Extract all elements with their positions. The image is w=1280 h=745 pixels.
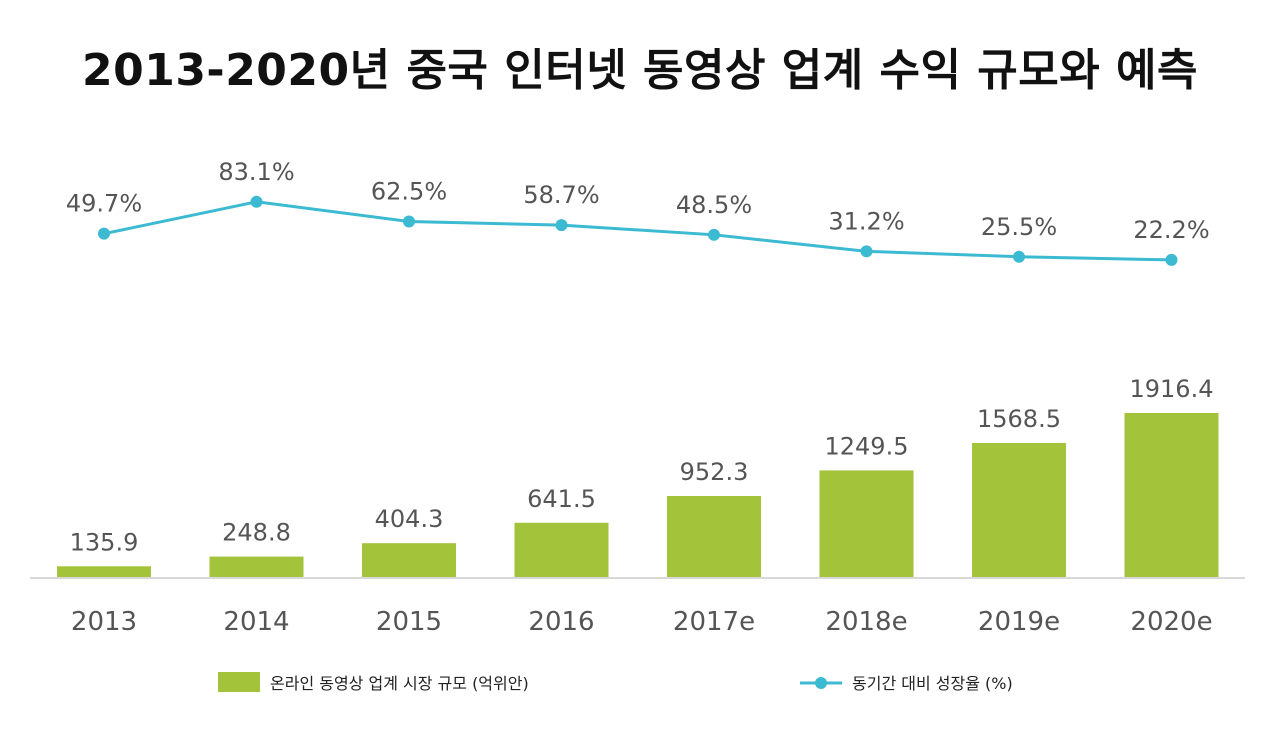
bar-2018e xyxy=(819,470,914,578)
chart-title: 2013-2020년 중국 인터넷 동영상 업계 수익 규모와 예측 xyxy=(81,45,1199,96)
line-point-2016 xyxy=(555,219,568,232)
line-point-2017e xyxy=(708,228,720,241)
bar-value-labels: 135.9 248.8 404.3 641.5 952.3 1249.5 1568.5 191… xyxy=(70,375,1214,556)
x-axis-tick-labels: 2013 2014 2015 2016 2017e 2018e 2019e 2020e xyxy=(71,607,1213,637)
bar-2016 xyxy=(514,522,609,578)
bar-2017e xyxy=(667,496,761,578)
bar-value-label: 404.3 xyxy=(375,505,444,533)
bar-value-label: 1249.5 xyxy=(825,432,909,460)
line-value-label: 49.7% xyxy=(66,190,142,218)
x-tick-label: 2016 xyxy=(528,607,594,637)
x-tick-label: 2018e xyxy=(825,607,907,637)
line-value-label: 25.5% xyxy=(981,213,1057,241)
line-point-2020e xyxy=(1165,253,1178,266)
line-value-label: 62.5% xyxy=(371,177,447,205)
x-tick-label: 2019e xyxy=(978,607,1060,637)
x-tick-label: 2017e xyxy=(673,607,755,637)
bar-2015 xyxy=(362,543,456,578)
bar-value-label: 1568.5 xyxy=(977,405,1061,433)
line-point-2019e xyxy=(1013,250,1025,263)
bar-value-label: 641.5 xyxy=(527,485,596,513)
bar-value-label: 952.3 xyxy=(680,458,749,486)
bar-value-label: 248.8 xyxy=(222,519,291,547)
line-value-label: 58.7% xyxy=(523,181,599,209)
bar-series xyxy=(57,413,1219,578)
bar-2019e xyxy=(972,442,1066,578)
x-tick-label: 2020e xyxy=(1130,607,1212,637)
line-point-2018e xyxy=(860,245,873,258)
bar-2014 xyxy=(209,556,304,578)
x-tick-label: 2014 xyxy=(223,607,289,637)
line-value-label: 22.2% xyxy=(1133,216,1209,244)
x-tick-label: 2015 xyxy=(376,607,442,637)
line-point-2013 xyxy=(98,227,110,240)
bar-value-label: 1916.4 xyxy=(1130,375,1214,403)
growth-rate-line xyxy=(103,200,1172,262)
line-value-label: 83.1% xyxy=(218,158,294,186)
line-value-labels: 49.7% 83.1% 62.5% 58.7% 48.5% 31.2% 25.5% 22.2% xyxy=(66,158,1210,244)
x-tick-label: 2013 xyxy=(71,607,137,637)
line-value-label: 48.5% xyxy=(676,191,752,219)
line-series xyxy=(98,195,1178,266)
legend-bar-swatch xyxy=(218,672,260,692)
bar-2013 xyxy=(57,566,151,578)
bar-value-label: 135.9 xyxy=(70,528,139,556)
legend: 온라인 동영상 업계 시장 규모 (억위안) 동기간 대비 성장율 (%) xyxy=(218,672,1013,693)
line-point-2015 xyxy=(403,215,415,228)
legend-bar-label: 온라인 동영상 업계 시장 규모 (억위안) xyxy=(270,674,529,693)
legend-line-marker xyxy=(815,677,827,689)
line-value-label: 31.2% xyxy=(828,207,904,235)
line-point-2014 xyxy=(250,195,263,208)
bar-2020e xyxy=(1124,413,1219,578)
legend-line-label: 동기간 대비 성장율 (%) xyxy=(852,674,1013,693)
